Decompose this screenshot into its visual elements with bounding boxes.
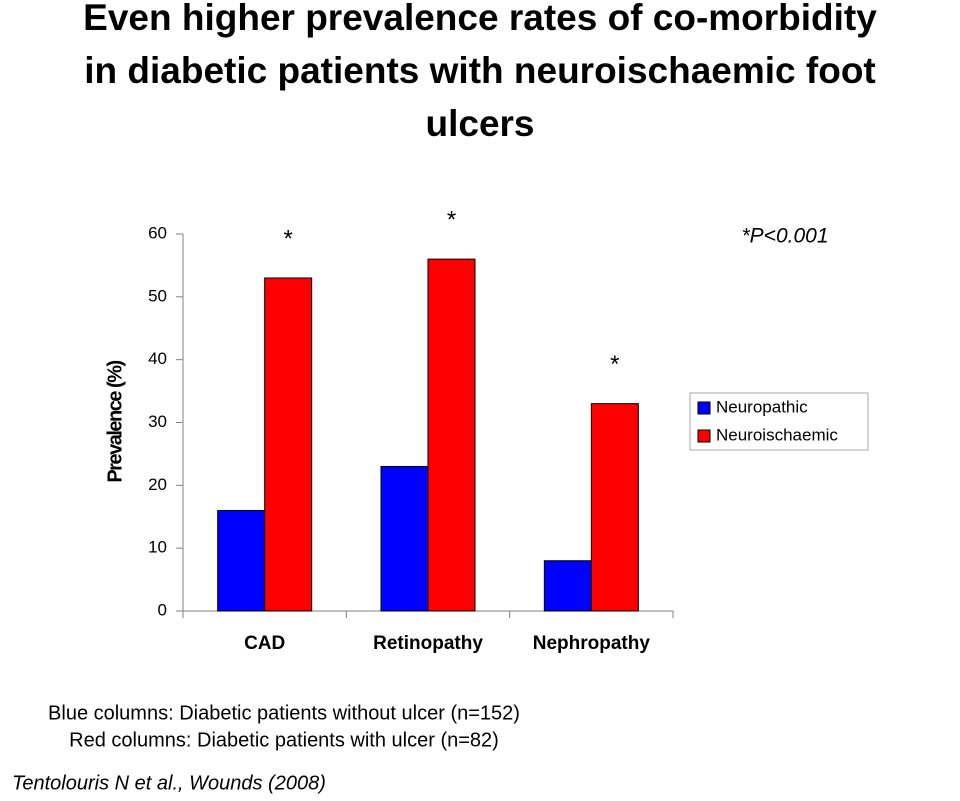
x-tick-label: Nephropathy bbox=[533, 633, 651, 654]
legend-label: Neuroischaemic bbox=[716, 425, 838, 444]
legend-box bbox=[689, 392, 869, 451]
bar bbox=[380, 465, 429, 612]
bar bbox=[590, 403, 639, 612]
value-label: * bbox=[447, 206, 456, 233]
y-tick-label: 40 bbox=[148, 349, 167, 368]
y-tick-label: 0 bbox=[158, 600, 167, 619]
slide-title: in diabetic patients with neuroischaemic… bbox=[84, 50, 876, 91]
slide-title: ulcers bbox=[425, 103, 534, 144]
annotation: *P<0.001 bbox=[742, 225, 829, 248]
y-tick-label: 30 bbox=[148, 412, 167, 431]
value-label: * bbox=[283, 225, 292, 252]
slide-title: Even higher prevalence rates of co-morbi… bbox=[83, 0, 877, 38]
y-tick-label: 60 bbox=[148, 223, 167, 242]
footnote: Red columns: Diabetic patients with ulce… bbox=[69, 729, 499, 751]
bar bbox=[543, 560, 592, 612]
footnote: Blue columns: Diabetic patients without … bbox=[48, 702, 520, 724]
bar bbox=[217, 509, 266, 612]
legend-swatch bbox=[697, 401, 711, 415]
y-tick-label: 50 bbox=[148, 286, 167, 305]
x-tick-label: CAD bbox=[244, 633, 285, 654]
legend-label: Neuropathic bbox=[716, 397, 808, 416]
x-tick-label: Retinopathy bbox=[373, 633, 483, 654]
y-axis-label: Prevalence (%) bbox=[104, 361, 126, 483]
legend-swatch bbox=[697, 429, 711, 443]
y-tick-label: 10 bbox=[148, 538, 167, 557]
bar bbox=[264, 277, 313, 612]
citation: Tentolouris N et al., Wounds (2008) bbox=[12, 772, 326, 794]
bar bbox=[427, 258, 476, 612]
value-label: * bbox=[610, 351, 619, 378]
y-tick-label: 20 bbox=[148, 475, 167, 494]
